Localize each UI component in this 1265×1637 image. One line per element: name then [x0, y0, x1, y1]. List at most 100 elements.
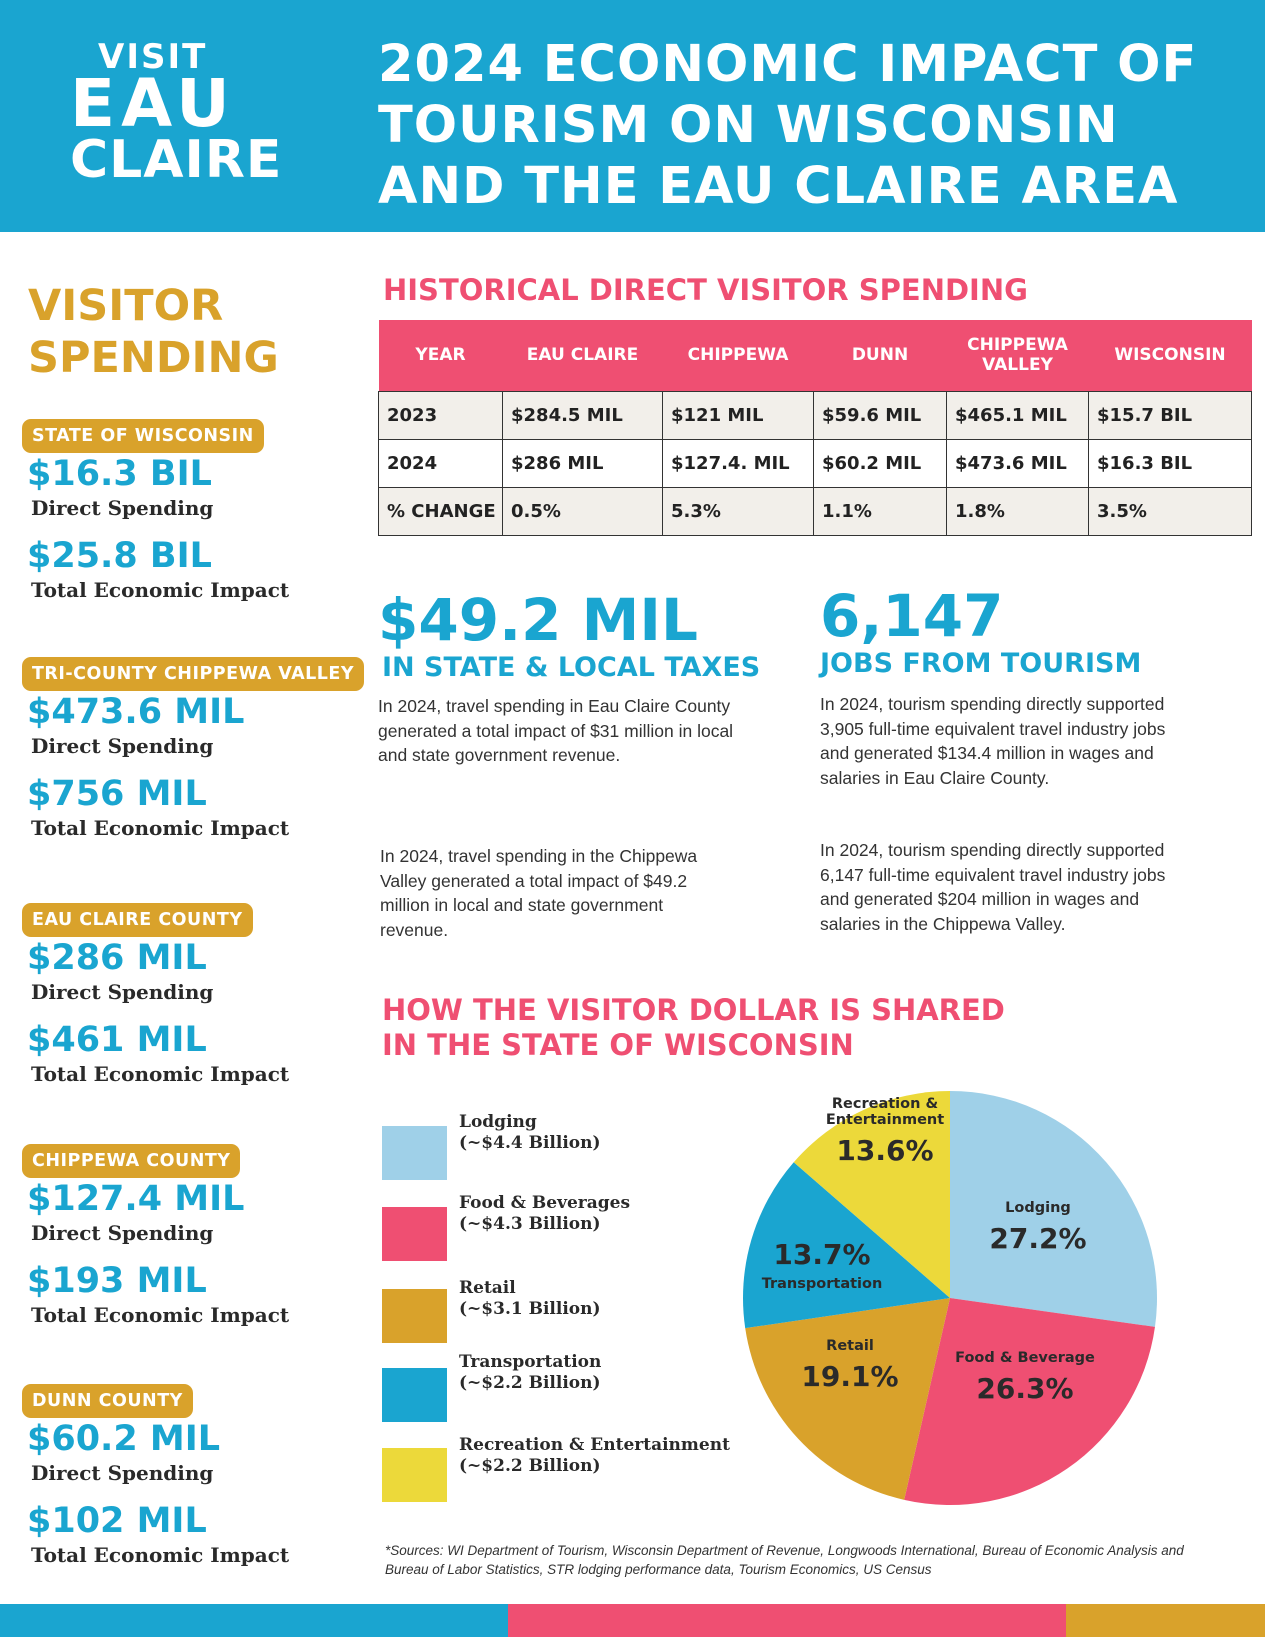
visit-eau-claire-logo[interactable]: VISIT EAU CLAIRE [70, 37, 283, 190]
pie-slice-value: 26.3% [976, 1372, 1073, 1405]
pie-slice-value: 27.2% [989, 1222, 1086, 1255]
region-badge: DUNN COUNTY [22, 1384, 193, 1418]
region-chippewa-county: CHIPPEWA COUNTY $127.4 MIL Direct Spendi… [22, 1144, 352, 1342]
column-header-dunn: DUNN [813, 320, 947, 391]
total-impact-value: $102 MIL [27, 1501, 207, 1541]
table-cell: $121 MIL [662, 390, 814, 440]
table-cell: $465.1 MIL [946, 390, 1089, 440]
legend-label: Lodging [459, 1112, 537, 1132]
total-impact-value: $461 MIL [27, 1020, 207, 1060]
total-impact-label: Total Economic Impact [31, 578, 290, 602]
legend-swatch-transportation [382, 1368, 447, 1422]
visitor-dollar-title-line-1: HOW THE VISITOR DOLLAR IS SHARED [382, 993, 1005, 1027]
footer-bar-pink [508, 1604, 1066, 1637]
pie-slice-value: 13.7% [773, 1238, 870, 1271]
state-local-taxes-label: IN STATE & LOCAL TAXES [382, 652, 761, 683]
total-impact-label: Total Economic Impact [31, 816, 290, 840]
header-banner: VISIT EAU CLAIRE 2024 ECONOMIC IMPACT OF… [0, 0, 1265, 232]
pie-slice-label: Recreation & [832, 1096, 939, 1112]
total-impact-value: $756 MIL [27, 774, 207, 814]
pie-slice-value: 13.6% [836, 1134, 933, 1167]
taxes-paragraph-chippewa-valley: In 2024, travel spending in the Chippewa… [380, 846, 698, 940]
table-cell: 3.5% [1088, 486, 1252, 536]
table-cell: 2024 [378, 438, 503, 488]
region-badge: TRI-COUNTY CHIPPEWA VALLEY [22, 657, 365, 691]
pie-slice-label: Entertainment [826, 1112, 944, 1128]
legend-item-transportation: Transportation (~$2.2 Billion) [459, 1352, 601, 1394]
total-impact-label: Total Economic Impact [31, 1543, 290, 1567]
legend-amount: (~$2.2 Billion) [459, 1373, 601, 1393]
tourism-jobs-label: JOBS FROM TOURISM [820, 648, 1142, 679]
table-row: 2023 $284.5 MIL $121 MIL $59.6 MIL $465.… [378, 390, 1252, 440]
table-cell: 5.3% [662, 486, 814, 536]
pie-slice-label: Transportation [762, 1276, 883, 1292]
historical-spending-title: HISTORICAL DIRECT VISITOR SPENDING [383, 273, 1028, 307]
region-state-of-wisconsin: STATE OF WISCONSIN $16.3 BIL Direct Spen… [22, 419, 352, 617]
visitor-dollar-title-line-2: IN THE STATE OF WISCONSIN [382, 1028, 854, 1062]
direct-spending-value: $60.2 MIL [27, 1419, 221, 1459]
table-row: 2024 $286 MIL $127.4. MIL $60.2 MIL $473… [378, 438, 1252, 488]
table-header-row: YEAR EAU CLAIRE CHIPPEWA DUNN CHIPPEWA V… [378, 320, 1252, 391]
pie-slice-lodging [950, 1091, 1157, 1327]
legend-label: Transportation [459, 1352, 602, 1372]
region-badge: STATE OF WISCONSIN [22, 419, 264, 453]
legend-item-food-beverages: Food & Beverages (~$4.3 Billion) [459, 1193, 630, 1235]
state-local-taxes-value: $49.2 MIL [378, 586, 698, 654]
taxes-paragraph-eau-claire: In 2024, travel spending in Eau Claire C… [378, 696, 734, 765]
jobs-paragraph-eau-claire: In 2024, tourism spending directly suppo… [820, 694, 1166, 788]
logo-line-claire: CLAIRE [70, 130, 283, 190]
total-impact-value: $25.8 BIL [27, 536, 212, 576]
legend-item-recreation-entertainment: Recreation & Entertainment (~$2.2 Billio… [459, 1435, 730, 1477]
table-cell: % CHANGE [378, 486, 503, 536]
pie-slice-label: Retail [826, 1338, 874, 1354]
table-cell: 1.1% [813, 486, 947, 536]
jobs-paragraph-chippewa-valley: In 2024, tourism spending directly suppo… [820, 840, 1166, 934]
legend-item-retail: Retail (~$3.1 Billion) [459, 1278, 601, 1320]
legend-swatch-retail [382, 1289, 447, 1343]
logo-line-visit: VISIT [98, 37, 208, 77]
pie-slice-label: Food & Beverage [955, 1350, 1095, 1366]
legend-amount: (~$4.3 Billion) [459, 1214, 601, 1234]
table-cell: $59.6 MIL [813, 390, 947, 440]
table-cell: $60.2 MIL [813, 438, 947, 488]
table-cell: 1.8% [946, 486, 1089, 536]
region-badge: EAU CLAIRE COUNTY [22, 903, 253, 937]
legend-amount: (~$3.1 Billion) [459, 1299, 601, 1319]
pie-slice-value: 19.1% [801, 1360, 898, 1393]
region-tri-county-chippewa-valley: TRI-COUNTY CHIPPEWA VALLEY $473.6 MIL Di… [22, 657, 365, 855]
total-impact-label: Total Economic Impact [31, 1303, 290, 1327]
column-header-chippewa-valley: CHIPPEWA VALLEY [946, 320, 1089, 391]
table-cell: $15.7 BIL [1088, 390, 1252, 440]
pie-slice-recreation-entertainment [793, 1091, 950, 1298]
direct-spending-label: Direct Spending [31, 734, 214, 758]
direct-spending-value: $16.3 BIL [27, 454, 212, 494]
table-cell: 0.5% [502, 486, 663, 536]
total-impact-value: $193 MIL [27, 1261, 207, 1301]
legend-swatch-food-beverages [382, 1207, 447, 1261]
direct-spending-label: Direct Spending [31, 496, 214, 520]
direct-spending-value: $473.6 MIL [27, 692, 245, 732]
legend-swatch-recreation-entertainment [382, 1448, 447, 1502]
column-header-chippewa: CHIPPEWA [662, 320, 814, 391]
logo-line-eau: EAU [70, 65, 236, 142]
direct-spending-label: Direct Spending [31, 1221, 214, 1245]
column-header-wisconsin: WISCONSIN [1088, 320, 1252, 391]
region-dunn-county: DUNN COUNTY $60.2 MIL Direct Spending $1… [22, 1384, 352, 1582]
table-cell: $16.3 BIL [1088, 438, 1252, 488]
table-row: % CHANGE 0.5% 5.3% 1.1% 1.8% 3.5% [378, 486, 1252, 536]
sources-footnote: *Sources: WI Department of Tourism, Wisc… [385, 1543, 1184, 1577]
direct-spending-label: Direct Spending [31, 980, 214, 1004]
footer-bar-blue [0, 1604, 508, 1637]
visitor-spending-heading: VISITOR SPENDING [28, 281, 279, 383]
column-header-eau-claire: EAU CLAIRE [502, 320, 663, 391]
legend-amount: (~$4.4 Billion) [459, 1133, 601, 1153]
table-cell: 2023 [378, 390, 503, 440]
legend-amount: (~$2.2 Billion) [459, 1456, 601, 1476]
legend-item-lodging: Lodging (~$4.4 Billion) [459, 1112, 601, 1154]
region-badge: CHIPPEWA COUNTY [22, 1144, 241, 1178]
table-cell: $127.4. MIL [662, 438, 814, 488]
direct-spending-value: $127.4 MIL [27, 1179, 245, 1219]
legend-label: Food & Beverages [459, 1193, 631, 1213]
legend-label: Recreation & Entertainment [459, 1435, 730, 1455]
region-eau-claire-county: EAU CLAIRE COUNTY $286 MIL Direct Spendi… [22, 903, 352, 1101]
